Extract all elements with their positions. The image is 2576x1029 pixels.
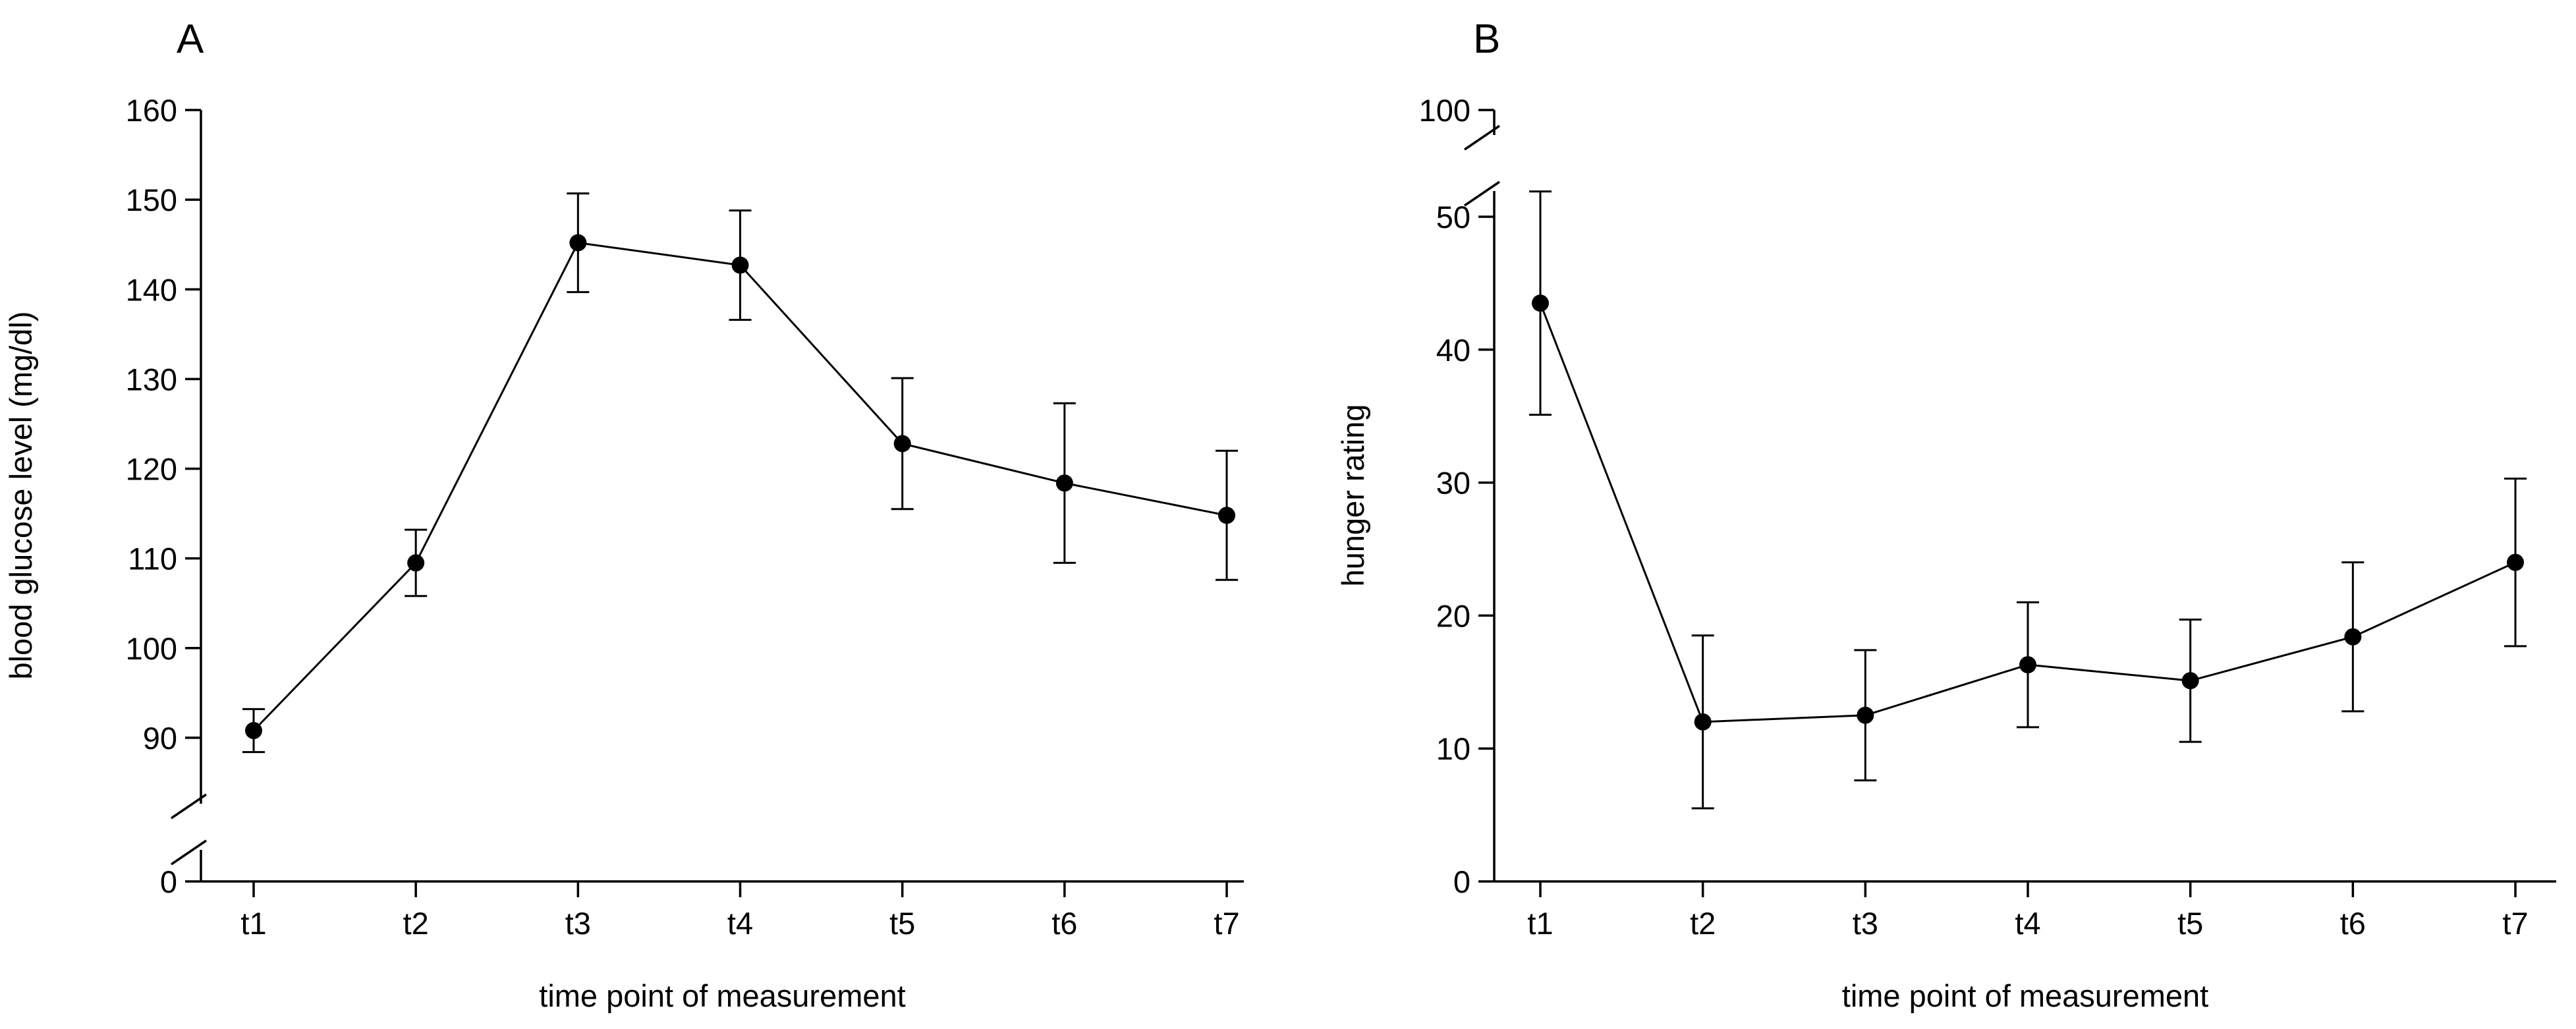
- data-point: [1532, 294, 1549, 312]
- y-axis-title: hunger rating: [1335, 404, 1370, 587]
- data-point: [569, 234, 587, 252]
- x-tick-label: t1: [240, 906, 266, 941]
- axis-break-mark: [171, 839, 207, 866]
- data-point: [731, 256, 749, 274]
- y-tick-label: 100: [1419, 93, 1470, 128]
- data-point: [2181, 672, 2199, 690]
- x-tick-label: t5: [889, 906, 915, 941]
- y-tick-label: 0: [1453, 864, 1470, 899]
- y-axis-title: blood glucose level (mg/dl): [3, 311, 38, 679]
- x-tick-label: t7: [2502, 906, 2528, 941]
- y-tick-label: 30: [1436, 466, 1470, 501]
- y-tick-label: 90: [143, 721, 177, 756]
- panel-label: A: [177, 16, 204, 62]
- data-point: [1055, 474, 1073, 492]
- x-tick-label: t3: [565, 906, 591, 941]
- y-tick-label: 110: [128, 542, 177, 576]
- data-point: [245, 721, 262, 739]
- y-tick-label: 0: [160, 864, 177, 899]
- y-tick-label: 120: [126, 452, 177, 487]
- panel-a-blood-glucose-chart: A 0 90 100 110 120 130 140 150 160 t1 t2 t3 t4 t5 t6 t7 t…: [3, 16, 1244, 1013]
- x-tick-label: t2: [1690, 906, 1716, 941]
- y-tick-label: 160: [126, 93, 177, 128]
- data-point: [1694, 713, 1712, 731]
- y-tick-label: 40: [1436, 333, 1470, 368]
- data-point: [2507, 553, 2524, 571]
- x-tick-label: t6: [2340, 906, 2366, 941]
- x-axis-title: time point of measurement: [1842, 978, 2208, 1013]
- axis-break-mark: [171, 793, 207, 820]
- y-tick-label: 140: [126, 272, 177, 307]
- x-tick-label: t1: [1527, 906, 1553, 941]
- y-tick-label: 20: [1436, 598, 1470, 633]
- x-tick-label: t4: [727, 906, 753, 941]
- x-tick-label: t3: [1853, 906, 1878, 941]
- data-point: [893, 435, 911, 453]
- x-tick-label: t2: [403, 906, 429, 941]
- y-tick-label: 50: [1436, 200, 1470, 235]
- y-tick-label: 10: [1436, 731, 1470, 766]
- data-point: [1857, 706, 1874, 724]
- x-tick-label: t7: [1214, 906, 1239, 941]
- y-tick-label: 130: [126, 362, 177, 397]
- data-point: [2019, 656, 2036, 674]
- axis-break-mark: [1464, 125, 1500, 151]
- x-tick-label: t4: [2015, 906, 2040, 941]
- x-axis-title: time point of measurement: [539, 978, 905, 1013]
- data-point: [2344, 628, 2362, 646]
- x-tick-label: t6: [1051, 906, 1077, 941]
- axis-break-mark: [1464, 181, 1500, 207]
- data-point: [1218, 507, 1235, 524]
- data-point: [407, 554, 425, 572]
- x-tick-label: t5: [2177, 906, 2203, 941]
- y-tick-label: 150: [126, 182, 177, 217]
- panel-label: B: [1473, 16, 1500, 62]
- y-tick-label: 100: [126, 631, 177, 666]
